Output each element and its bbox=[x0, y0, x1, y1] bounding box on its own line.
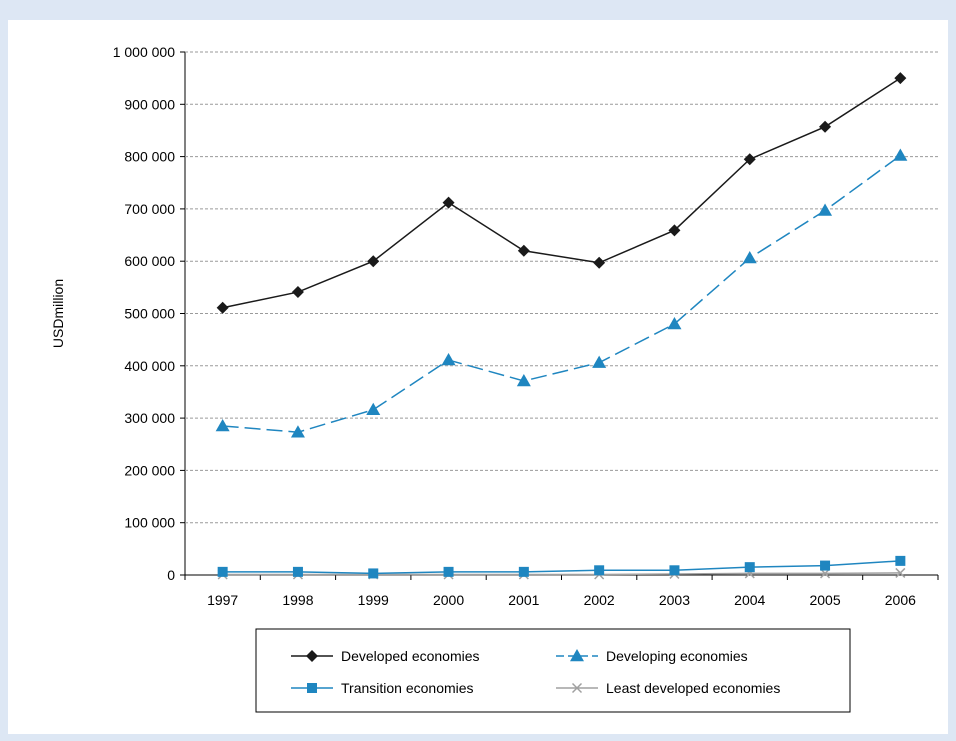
series-line-transition-economies bbox=[222, 560, 901, 575]
chart-panel: 0 100 000 200 000 300 000 400 000 500 000 600 … bbox=[8, 20, 948, 734]
data-point-developed-economies bbox=[367, 255, 380, 268]
series-line-developed-economies bbox=[222, 77, 901, 309]
legend-marker-transition-economies bbox=[307, 683, 317, 693]
y-tick-label: 700 000 bbox=[124, 201, 175, 217]
data-point-developed-economies bbox=[442, 196, 455, 209]
legend: Developed economies Developing economies T… bbox=[255, 628, 851, 713]
data-point-developed-economies bbox=[593, 256, 606, 269]
legend-marker-developing-economies bbox=[570, 649, 584, 662]
data-point-transition-economies bbox=[594, 565, 605, 576]
y-tick-label: 0 bbox=[167, 567, 175, 583]
x-tick-label: 2003 bbox=[659, 592, 690, 608]
x-tick-label: 2002 bbox=[584, 592, 615, 608]
data-point-developing-economies bbox=[818, 203, 833, 216]
data-point-developing-economies bbox=[441, 353, 456, 366]
series-line-least-developed-economies bbox=[222, 572, 901, 576]
legend-label: Developing economies bbox=[606, 648, 748, 664]
y-tick-label: 200 000 bbox=[124, 462, 175, 478]
data-point-developed-economies bbox=[216, 301, 229, 314]
x-tick-label: 1997 bbox=[207, 592, 238, 608]
data-point-transition-economies bbox=[368, 568, 379, 579]
legend-marker-least-developed-economies bbox=[571, 682, 583, 694]
data-point-transition-economies bbox=[292, 566, 303, 577]
data-point-transition-economies bbox=[518, 566, 529, 577]
data-point-developed-economies bbox=[517, 244, 530, 257]
data-point-transition-economies bbox=[669, 565, 680, 576]
x-tick-label: 2004 bbox=[734, 592, 765, 608]
data-point-transition-economies bbox=[820, 560, 831, 571]
x-tick-label: 2005 bbox=[809, 592, 840, 608]
y-tick-label: 900 000 bbox=[124, 96, 175, 112]
legend-item-transition-economies: Transition economies bbox=[291, 680, 474, 696]
y-tick-label: 800 000 bbox=[124, 149, 175, 165]
series-group bbox=[215, 72, 908, 580]
data-point-developed-economies bbox=[668, 224, 681, 237]
y-axis-ticks: 0 100 000 200 000 300 000 400 000 500 000 600 … bbox=[113, 44, 185, 583]
x-tick-label: 1998 bbox=[282, 592, 313, 608]
data-point-transition-economies bbox=[443, 566, 454, 577]
y-tick-label: 500 000 bbox=[124, 306, 175, 322]
data-point-developing-economies bbox=[290, 425, 305, 438]
data-point-developing-economies bbox=[516, 373, 531, 387]
data-point-developing-economies bbox=[667, 316, 682, 330]
data-point-developing-economies bbox=[215, 418, 230, 432]
data-point-developing-economies bbox=[742, 251, 757, 264]
legend-box bbox=[255, 628, 851, 713]
x-tick-label: 2006 bbox=[885, 592, 916, 608]
data-point-developing-economies bbox=[592, 355, 607, 368]
legend-item-developed-economies: Developed economies bbox=[291, 648, 480, 664]
y-tick-label: 600 000 bbox=[124, 253, 175, 269]
y-tick-label: 300 000 bbox=[124, 410, 175, 426]
x-axis-ticks: 1997 1998 1999 2000 2001 2002 2003 2004 2005 2006 bbox=[184, 575, 939, 608]
y-tick-label: 100 000 bbox=[124, 515, 175, 531]
legend-marker-developed-economies bbox=[306, 650, 318, 662]
data-point-transition-economies bbox=[895, 555, 906, 566]
x-tick-label: 2001 bbox=[508, 592, 539, 608]
data-point-developing-economies bbox=[893, 148, 908, 161]
y-axis-label: USDmillion bbox=[50, 279, 66, 348]
legend-label: Least developed economies bbox=[606, 680, 780, 696]
data-point-transition-economies bbox=[744, 562, 755, 573]
data-point-developed-economies bbox=[743, 153, 756, 166]
data-point-developed-economies bbox=[894, 72, 907, 85]
data-point-transition-economies bbox=[217, 566, 228, 577]
x-tick-label: 2000 bbox=[433, 592, 464, 608]
data-point-developed-economies bbox=[819, 120, 832, 133]
line-chart: 0 100 000 200 000 300 000 400 000 500 000 600 … bbox=[50, 44, 939, 713]
data-point-developing-economies bbox=[366, 402, 381, 415]
legend-item-developing-economies: Developing economies bbox=[556, 648, 748, 664]
legend-item-least-developed-economies: Least developed economies bbox=[556, 680, 780, 696]
data-point-least-developed-economies bbox=[895, 567, 906, 578]
y-tick-label: 1 000 000 bbox=[113, 44, 175, 60]
x-tick-label: 1999 bbox=[358, 592, 389, 608]
legend-label: Transition economies bbox=[341, 680, 474, 696]
series-line-developing-economies bbox=[222, 154, 901, 433]
data-point-developed-economies bbox=[291, 286, 304, 299]
y-tick-label: 400 000 bbox=[124, 358, 175, 374]
legend-label: Developed economies bbox=[341, 648, 480, 664]
